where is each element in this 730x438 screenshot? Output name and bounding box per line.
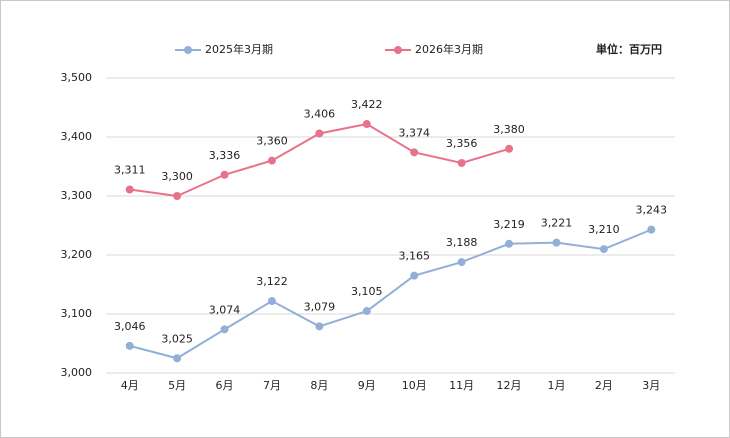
x-tick-label: 8月 — [310, 379, 328, 392]
data-point — [362, 307, 371, 316]
data-point — [505, 144, 514, 153]
data-label: 3,356 — [446, 137, 478, 150]
unit-label: 単位：百万円 — [596, 42, 662, 56]
data-label: 3,422 — [351, 98, 383, 111]
data-label: 3,243 — [636, 204, 668, 217]
y-tick-label: 3,400 — [61, 130, 93, 143]
y-tick-label: 3,100 — [61, 307, 93, 320]
data-point — [599, 245, 608, 254]
data-point — [125, 341, 134, 350]
x-tick-label: 4月 — [121, 379, 139, 392]
data-point — [173, 354, 182, 363]
data-label: 3,079 — [304, 300, 336, 313]
data-point — [505, 239, 514, 248]
data-label: 3,046 — [114, 320, 146, 333]
x-tick-label: 3月 — [642, 379, 660, 392]
data-point — [173, 192, 182, 200]
x-tick-label: 1月 — [547, 379, 565, 392]
x-tick-label: 7月 — [263, 379, 281, 392]
y-tick-label: 3,500 — [61, 71, 93, 84]
data-point — [362, 120, 371, 129]
x-tick-label: 5月 — [168, 379, 186, 392]
data-point — [267, 156, 276, 165]
x-tick-label: 11月 — [449, 379, 474, 392]
y-tick-label: 3,300 — [61, 189, 93, 202]
data-label: 3,406 — [304, 107, 336, 120]
data-point — [457, 158, 466, 167]
data-point — [315, 322, 324, 331]
data-label: 3,074 — [209, 303, 241, 316]
data-point — [125, 185, 134, 194]
data-label: 3,025 — [161, 332, 193, 345]
data-label: 3,122 — [256, 275, 288, 288]
legend-marker — [184, 46, 192, 54]
data-label: 3,105 — [351, 285, 383, 298]
data-label: 3,374 — [398, 126, 430, 139]
y-tick-label: 3,200 — [61, 248, 93, 261]
data-point — [457, 258, 466, 267]
data-point — [220, 170, 229, 179]
data-point — [267, 297, 276, 306]
data-label: 3,311 — [114, 164, 146, 177]
data-label: 3,188 — [446, 236, 478, 249]
data-point — [410, 271, 419, 280]
data-label: 3,360 — [256, 135, 288, 148]
data-label: 3,165 — [398, 250, 430, 263]
data-point — [410, 148, 419, 157]
y-tick-label: 3,000 — [61, 366, 93, 379]
data-label: 3,300 — [161, 170, 193, 183]
data-point — [315, 129, 324, 138]
data-label: 3,210 — [588, 223, 620, 236]
legend-label: 2026年3月期 — [415, 42, 483, 56]
data-label: 3,380 — [493, 123, 525, 136]
x-tick-label: 6月 — [216, 379, 234, 392]
legend-marker — [394, 46, 402, 54]
x-tick-label: 10月 — [402, 379, 427, 392]
data-label: 3,336 — [209, 149, 241, 162]
legend-label: 2025年3月期 — [205, 42, 273, 56]
data-label: 3,221 — [541, 217, 573, 230]
data-point — [220, 325, 229, 334]
data-label: 3,219 — [493, 218, 525, 231]
data-point — [647, 225, 656, 234]
x-tick-label: 2月 — [595, 379, 613, 392]
x-tick-label: 9月 — [358, 379, 376, 392]
x-tick-label: 12月 — [497, 379, 522, 392]
data-point — [552, 238, 561, 247]
series-line — [129, 228, 652, 360]
